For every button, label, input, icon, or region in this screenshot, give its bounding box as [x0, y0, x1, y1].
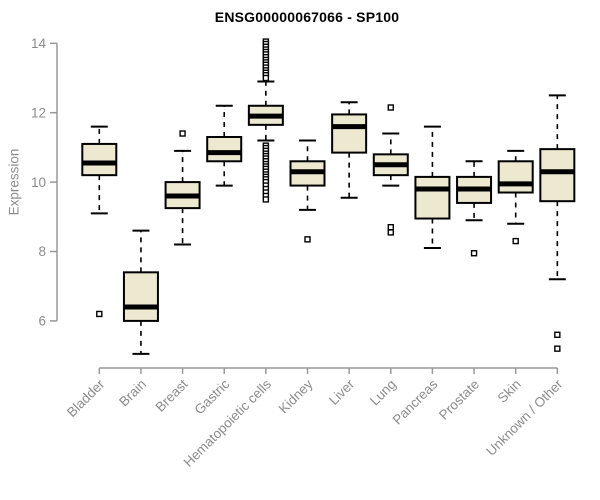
- x-tick-label: Lung: [367, 377, 399, 409]
- x-tick-label: Kidney: [276, 376, 316, 416]
- x-tick-label: Gastric: [191, 376, 232, 417]
- iqr-box: [539, 148, 576, 203]
- iqr-box: [414, 175, 451, 220]
- x-tick-label: Liver: [326, 376, 358, 408]
- x-tick-label: Skin: [495, 377, 524, 406]
- y-tick-label: 12: [31, 105, 46, 120]
- chart-title: ENSG00000067066 - SP100: [214, 9, 400, 25]
- iqr-box: [122, 271, 159, 322]
- y-tick-label: 14: [31, 36, 47, 51]
- x-tick-label: Unknown / Other: [483, 376, 566, 459]
- x-tick-label: Bladder: [64, 376, 108, 420]
- outlier-point: [470, 250, 478, 257]
- x-tick-label: Brain: [116, 377, 149, 410]
- outlier-point: [512, 237, 519, 245]
- y-tick-label: 10: [31, 175, 46, 190]
- outlier-point: [387, 224, 394, 231]
- outlier-point: [387, 229, 394, 236]
- outlier-point: [179, 130, 186, 137]
- outlier-point: [554, 345, 561, 352]
- outlier-point: [554, 331, 561, 338]
- outlier-point: [387, 104, 394, 111]
- iqr-box: [497, 160, 534, 194]
- outlier-point: [96, 310, 103, 318]
- outlier-point: [262, 74, 270, 82]
- iqr-box: [81, 142, 118, 177]
- iqr-box: [331, 113, 368, 154]
- outlier-point: [304, 236, 311, 243]
- y-tick-label: 6: [38, 314, 46, 329]
- x-tick-label: Prostate: [436, 377, 482, 423]
- x-tick-label: Breast: [152, 376, 190, 414]
- outlier-point: [262, 196, 270, 203]
- iqr-box: [206, 135, 243, 163]
- x-tick-label: Pancreas: [390, 376, 441, 427]
- y-tick-label: 8: [38, 244, 46, 259]
